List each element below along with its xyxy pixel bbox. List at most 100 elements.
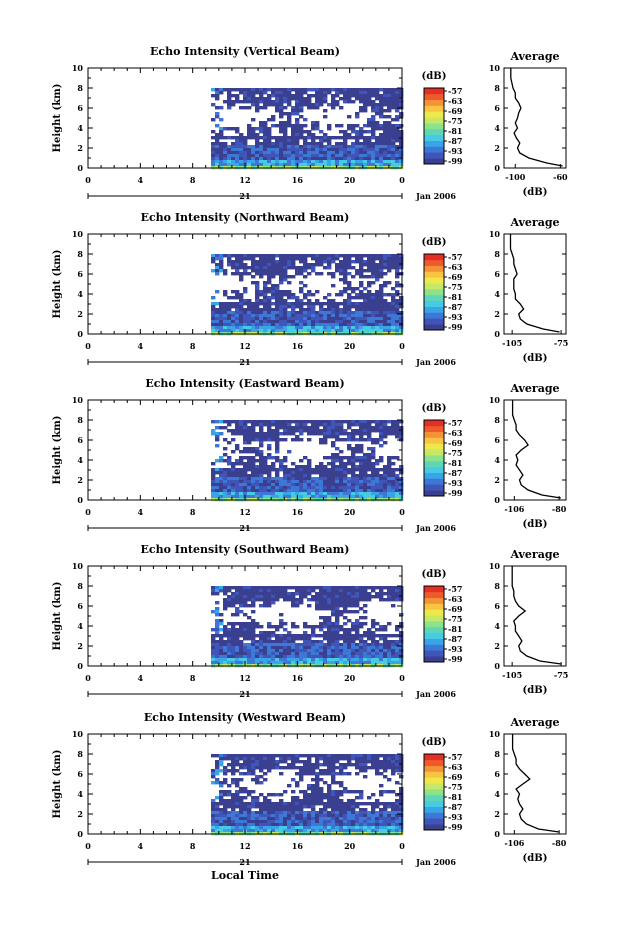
heatmap-cell (227, 100, 232, 104)
heatmap-cell (379, 275, 384, 279)
heatmap-cell (395, 586, 400, 590)
heatmap-cell (351, 160, 356, 164)
heatmap-cell (307, 426, 312, 430)
heatmap-cell (391, 296, 396, 300)
heatmap-cell (235, 634, 240, 638)
heatmap-cell (343, 438, 348, 442)
heatmap-cell (239, 263, 244, 267)
heatmap-cell (351, 157, 356, 161)
heatmap-cell (311, 802, 316, 806)
heatmap-cell (303, 595, 308, 599)
heatmap-cell (251, 257, 256, 261)
heatmap-cell (379, 154, 384, 158)
heatmap-cell (347, 423, 352, 427)
heatmap-cell (303, 308, 308, 312)
heatmap-cell (299, 772, 304, 776)
heatmap-cell (319, 100, 324, 104)
heatmap-cell (299, 308, 304, 312)
heatmap-cell (383, 492, 388, 496)
heatmap-cell (351, 589, 356, 593)
heatmap-cell (219, 160, 224, 164)
heatmap-cell (259, 474, 264, 478)
heatmap-cell (275, 649, 280, 653)
heatmap-cell (279, 637, 284, 641)
heatmap-cell (355, 287, 360, 291)
heatmap-cell (251, 598, 256, 602)
heatmap-cell (259, 423, 264, 427)
heatmap-cell (279, 260, 284, 264)
heatmap-cell (227, 94, 232, 98)
heatmap-cell (283, 302, 288, 306)
heatmap-cell (339, 136, 344, 140)
heatmap-cell (251, 462, 256, 466)
heatmap-cell (383, 658, 388, 662)
heatmap-cell (259, 462, 264, 466)
heatmap-cell (219, 658, 224, 662)
x-tick-label: 4 (138, 175, 144, 185)
heatmap-cell (287, 275, 292, 279)
heatmap-cell (215, 269, 220, 273)
heatmap-cell (263, 760, 268, 764)
heatmap-cell (291, 586, 296, 590)
heatmap-cell (315, 94, 320, 98)
heatmap-cell (359, 471, 364, 475)
heatmap-cell (299, 486, 304, 490)
heatmap-cell (235, 94, 240, 98)
heatmap-cell (351, 450, 356, 454)
heatmap-cell (311, 486, 316, 490)
heatmap-cell (351, 275, 356, 279)
heatmap-cell (331, 604, 336, 608)
heatmap-cell (367, 121, 372, 125)
heatmap-cell (227, 471, 232, 475)
heatmap-cell (303, 260, 308, 264)
heatmap-cell (331, 441, 336, 445)
heatmap-cell (351, 329, 356, 333)
heatmap-cell (335, 619, 340, 623)
heatmap-cell (299, 127, 304, 131)
heatmap-cell (383, 426, 388, 430)
heatmap-cell (263, 589, 268, 593)
heatmap-cell (311, 655, 316, 659)
heatmap-cell (323, 655, 328, 659)
heatmap-cell (303, 637, 308, 641)
heatmap-cell (315, 471, 320, 475)
heatmap-cell (283, 148, 288, 152)
heatmap-cell (251, 640, 256, 644)
heatmap-cell (311, 823, 316, 827)
heatmap-cell (375, 420, 380, 424)
heatmap-cell (323, 438, 328, 442)
heatmap-cell (287, 97, 292, 101)
heatmap-cell (223, 447, 228, 451)
heatmap-cell (271, 477, 276, 481)
heatmap-cell (255, 778, 260, 782)
heatmap-cell (351, 100, 356, 104)
heatmap-cell (287, 124, 292, 128)
heatmap-cell (219, 142, 224, 146)
heatmap-cell (347, 649, 352, 653)
heatmap-cell (363, 492, 368, 496)
heatmap-cell (387, 426, 392, 430)
heatmap-cell (215, 607, 220, 611)
heatmap-cell (259, 805, 264, 809)
heatmap-cell (263, 257, 268, 261)
heatmap-cell (359, 429, 364, 433)
heatmap-cell (307, 480, 312, 484)
heatmap-cell (335, 477, 340, 481)
heatmap-cell (391, 154, 396, 158)
heatmap-cell (299, 661, 304, 665)
heatmap-cell (235, 631, 240, 635)
heatmap-cell (335, 317, 340, 321)
heatmap-cell (243, 447, 248, 451)
heatmap-cell (391, 426, 396, 430)
heatmap-cell (223, 772, 228, 776)
heatmap-cell (239, 429, 244, 433)
profile-y-label: 2 (494, 309, 500, 319)
heatmap-cell (335, 447, 340, 451)
heatmap-cell (247, 790, 252, 794)
heatmap-cell (347, 305, 352, 309)
heatmap-cell (291, 266, 296, 270)
heatmap-cell (255, 477, 260, 481)
heatmap-cell (227, 296, 232, 300)
colorbar-segment (424, 99, 444, 106)
